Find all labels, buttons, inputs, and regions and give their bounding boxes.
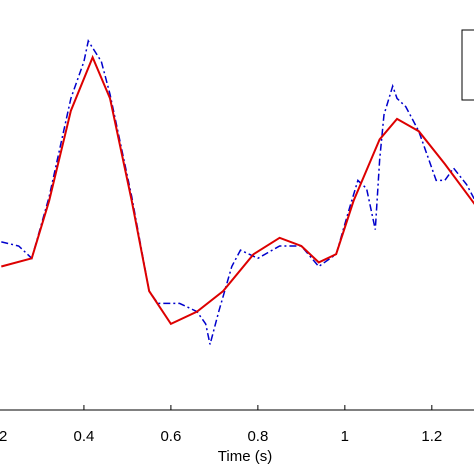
plot-area [1, 39, 474, 345]
x-tick-label: 1 [341, 428, 349, 445]
x-tick-label: 0.6 [160, 428, 181, 445]
x-tick-label: 0.8 [247, 428, 268, 445]
x-tick-label: 0.2 [0, 428, 7, 445]
series-line [1, 54, 474, 326]
series-line [1, 39, 474, 345]
x-tick-label: 0.4 [73, 428, 94, 445]
legend-box [461, 29, 474, 101]
x-tick-label: 1.2 [421, 428, 442, 445]
x-axis-label: Time (s) [218, 448, 272, 465]
